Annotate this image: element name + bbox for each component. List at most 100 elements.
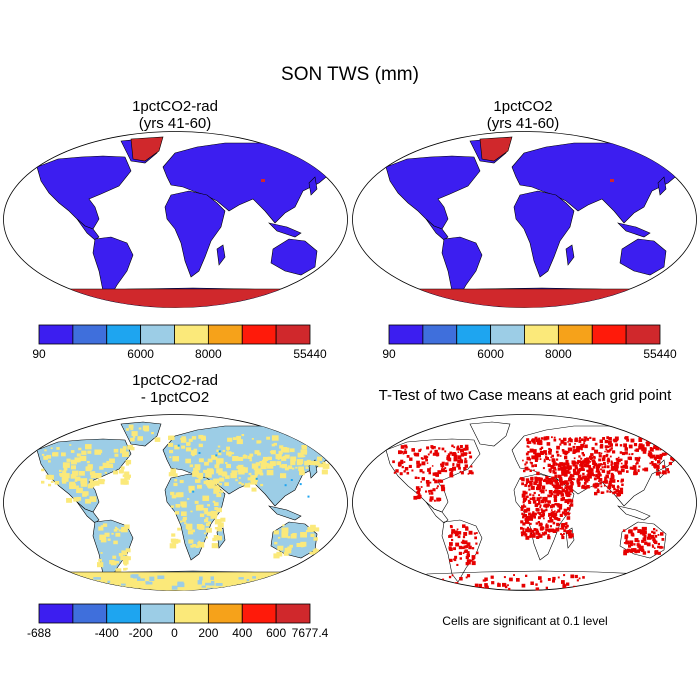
significant-cell — [580, 457, 583, 460]
diff-antarctic-patch — [206, 587, 214, 591]
significant-cell — [661, 538, 665, 541]
significant-cell — [635, 462, 638, 465]
significant-cell — [646, 542, 651, 547]
significant-cell — [593, 483, 596, 487]
significant-cell — [453, 457, 458, 462]
significant-cell — [553, 466, 556, 470]
significant-cell — [559, 527, 562, 530]
significant-cell — [597, 470, 601, 474]
diff-patch — [138, 427, 142, 430]
significant-cell — [395, 469, 399, 473]
diff-patch — [198, 525, 205, 530]
significant-cell — [460, 471, 464, 475]
significant-cell — [615, 464, 619, 469]
significant-cell — [525, 478, 530, 482]
significant-cell — [562, 583, 566, 586]
diff-patch — [313, 461, 320, 466]
significant-cell — [529, 461, 532, 464]
significant-cell — [449, 547, 453, 551]
significant-cell — [568, 505, 571, 507]
significant-cell — [561, 472, 565, 476]
significant-cell — [630, 438, 635, 443]
significant-cell — [544, 453, 548, 456]
significant-cell — [551, 509, 553, 511]
significant-cell — [624, 436, 627, 440]
significant-cell — [475, 542, 478, 545]
diff-patch — [207, 469, 214, 475]
significant-cell — [569, 512, 571, 515]
diff-antarctic-patch — [238, 577, 244, 580]
significant-cell — [457, 531, 462, 535]
significant-cell — [459, 557, 462, 560]
significant-cell — [586, 469, 589, 472]
significant-cell — [537, 508, 540, 511]
significant-cell — [534, 477, 538, 481]
significant-cell — [445, 462, 449, 466]
significant-cell — [592, 466, 596, 469]
diff-patch — [207, 521, 211, 525]
diff-patch — [203, 508, 208, 512]
significant-cell — [589, 436, 592, 439]
significant-cell — [580, 464, 584, 468]
diff-patch — [304, 460, 310, 466]
significant-cell — [615, 489, 619, 493]
significant-cell — [600, 452, 603, 455]
significant-cell — [455, 542, 460, 547]
diff-patch — [290, 533, 297, 539]
diff-antarctic-patch — [246, 579, 250, 582]
diff-patch — [63, 473, 70, 479]
significant-cell — [422, 471, 425, 474]
significant-cell — [554, 480, 559, 484]
significant-cell — [532, 532, 536, 536]
significant-cell — [526, 507, 531, 512]
diff-patch — [124, 524, 130, 529]
significant-cell — [427, 453, 430, 456]
significant-cell — [520, 531, 524, 534]
significant-cell — [531, 514, 534, 517]
significant-cell — [545, 524, 549, 529]
significant-cell — [617, 493, 621, 496]
significant-cell — [472, 558, 475, 561]
significant-cell — [598, 458, 602, 462]
significant-cell — [579, 436, 581, 439]
significant-cell — [649, 462, 652, 465]
panel-1-title-line2: (yrs 41-60) — [138, 115, 212, 132]
significant-cell — [547, 578, 551, 581]
diff-patch — [300, 541, 307, 547]
significant-cell — [608, 437, 612, 441]
diff-patch — [204, 519, 209, 523]
colorbar-3-swatch-0 — [38, 603, 74, 624]
significant-cell — [594, 485, 598, 489]
diff-patch — [214, 464, 220, 469]
significant-cell — [599, 482, 602, 485]
diff-patch — [212, 537, 217, 542]
significant-cell — [444, 469, 448, 473]
significant-cell — [551, 503, 555, 508]
significant-cell — [458, 459, 461, 462]
significant-cell — [425, 480, 430, 484]
diff-patch — [74, 457, 81, 463]
significant-cell — [428, 490, 431, 493]
significant-cell — [543, 517, 545, 520]
significant-cell — [634, 526, 638, 530]
diff-patch — [188, 490, 192, 493]
diff-patch — [193, 448, 198, 452]
panel-1-title-line1: 1pctCO2-rad — [132, 98, 218, 115]
significant-cell — [572, 468, 576, 472]
significant-cell — [609, 477, 613, 481]
diff-patch — [174, 511, 180, 515]
diff-patch — [72, 460, 77, 464]
diff-patch — [154, 437, 161, 442]
diff-antarctic-patch — [221, 587, 226, 591]
significant-cell — [421, 477, 425, 481]
significant-cell — [642, 537, 647, 542]
significant-cell — [608, 440, 612, 445]
significant-cell — [420, 481, 422, 483]
significant-cell — [658, 456, 663, 460]
significant-cell — [563, 437, 567, 442]
significant-cell — [526, 441, 530, 445]
significant-cell — [549, 471, 552, 474]
diff-patch — [216, 535, 223, 541]
significant-cell — [648, 450, 651, 453]
significant-cell — [580, 448, 583, 451]
